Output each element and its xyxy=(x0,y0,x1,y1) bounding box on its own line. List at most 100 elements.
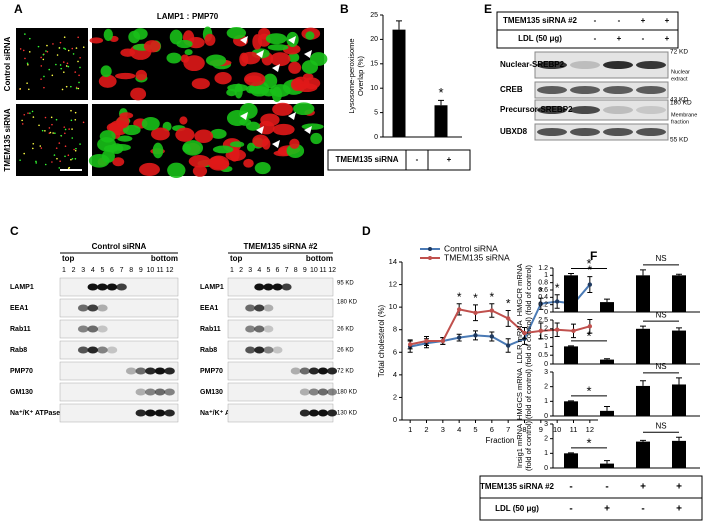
arrowhead xyxy=(304,50,312,58)
speckle xyxy=(67,154,70,157)
blob xyxy=(289,138,300,149)
y-tick-label: 0 xyxy=(544,309,548,316)
speckle xyxy=(40,147,43,149)
band xyxy=(97,283,108,291)
y-tick-label: 1 xyxy=(544,343,548,350)
legend-label: Control siRNA xyxy=(444,243,498,253)
bar xyxy=(434,105,448,137)
legend-marker xyxy=(428,247,432,251)
band xyxy=(636,86,666,94)
speckle xyxy=(65,85,68,88)
speckle xyxy=(28,51,31,53)
blob xyxy=(133,28,148,40)
table-cell: - xyxy=(569,504,572,515)
blob xyxy=(205,54,227,67)
lane-number: 2 xyxy=(72,267,76,274)
mw-marker: 180 KD xyxy=(337,390,358,396)
blob xyxy=(265,33,287,45)
significance: * xyxy=(586,435,591,450)
band xyxy=(537,61,567,69)
bar xyxy=(672,384,686,416)
blot xyxy=(59,403,179,423)
band xyxy=(87,283,99,291)
speckle xyxy=(67,65,70,68)
lane-number: 2 xyxy=(239,267,243,274)
blob xyxy=(245,75,262,83)
speckle xyxy=(42,58,45,61)
y-tick-label: 1 xyxy=(544,272,548,279)
y-axis-label: (fold of control) xyxy=(524,316,533,367)
bar xyxy=(672,440,686,468)
band xyxy=(125,367,137,375)
speckle xyxy=(66,62,69,65)
speckle xyxy=(64,132,66,135)
band xyxy=(164,367,175,375)
band xyxy=(97,325,108,333)
blob xyxy=(208,155,230,171)
blob xyxy=(151,127,170,141)
y-tick-label: 3 xyxy=(544,421,548,428)
y-tick-label: 14 xyxy=(389,257,397,266)
table-cell: + xyxy=(447,155,452,164)
x-axis-label: Fraction xyxy=(486,436,515,445)
band xyxy=(263,325,274,333)
band xyxy=(299,367,310,375)
stain-label: : xyxy=(187,12,190,21)
bar xyxy=(672,330,686,364)
blob xyxy=(252,34,263,50)
band xyxy=(77,304,89,312)
point xyxy=(456,307,462,312)
blob xyxy=(191,78,210,90)
protein-label: LAMP1 xyxy=(10,284,34,291)
band xyxy=(317,367,329,375)
significance: * xyxy=(586,383,591,398)
speckle xyxy=(60,134,62,137)
mw-marker: 26 KD xyxy=(337,327,354,333)
lane-number: 6 xyxy=(276,267,280,274)
blob xyxy=(135,69,147,81)
error-bar xyxy=(438,99,444,106)
blot xyxy=(59,340,179,360)
bar xyxy=(392,29,406,137)
speckle xyxy=(44,116,47,119)
blob xyxy=(115,72,136,80)
significance: NS xyxy=(655,362,666,371)
blob xyxy=(184,49,193,56)
band xyxy=(317,388,329,396)
bar xyxy=(600,359,614,364)
band xyxy=(290,367,301,375)
speckle xyxy=(49,131,52,134)
x-tick-label: 6 xyxy=(490,425,494,434)
band xyxy=(537,128,567,136)
speckle xyxy=(55,63,57,66)
band xyxy=(636,106,666,114)
speckle xyxy=(79,66,81,69)
row-label: Control siRNA xyxy=(3,36,12,91)
speckle xyxy=(70,119,73,122)
arrowhead xyxy=(240,36,248,44)
direction-label: bottom xyxy=(306,254,333,263)
blob xyxy=(305,31,315,40)
blob xyxy=(302,73,314,81)
band xyxy=(603,86,633,94)
y-tick-label: 4 xyxy=(393,370,397,379)
lane-number: 1 xyxy=(230,267,234,274)
y-tick-label: 0.4 xyxy=(538,294,548,301)
blob xyxy=(296,83,318,93)
x-tick-label: 3 xyxy=(441,425,445,434)
error-bar xyxy=(640,325,646,329)
speckle xyxy=(82,121,85,124)
x-tick-label: 1 xyxy=(408,425,412,434)
legend-label: TMEM135 siRNA xyxy=(444,252,510,262)
band xyxy=(116,283,127,291)
table-label: LDL (50 μg) xyxy=(495,504,539,513)
blob xyxy=(212,145,234,154)
speckle xyxy=(63,71,65,73)
speckle xyxy=(75,47,78,49)
blot-label: CREB xyxy=(500,85,523,94)
stain-label: LAMP1 xyxy=(157,12,185,21)
y-tick-label: 1 xyxy=(544,450,548,457)
speckle xyxy=(73,148,75,151)
lane-number: 11 xyxy=(156,267,163,274)
